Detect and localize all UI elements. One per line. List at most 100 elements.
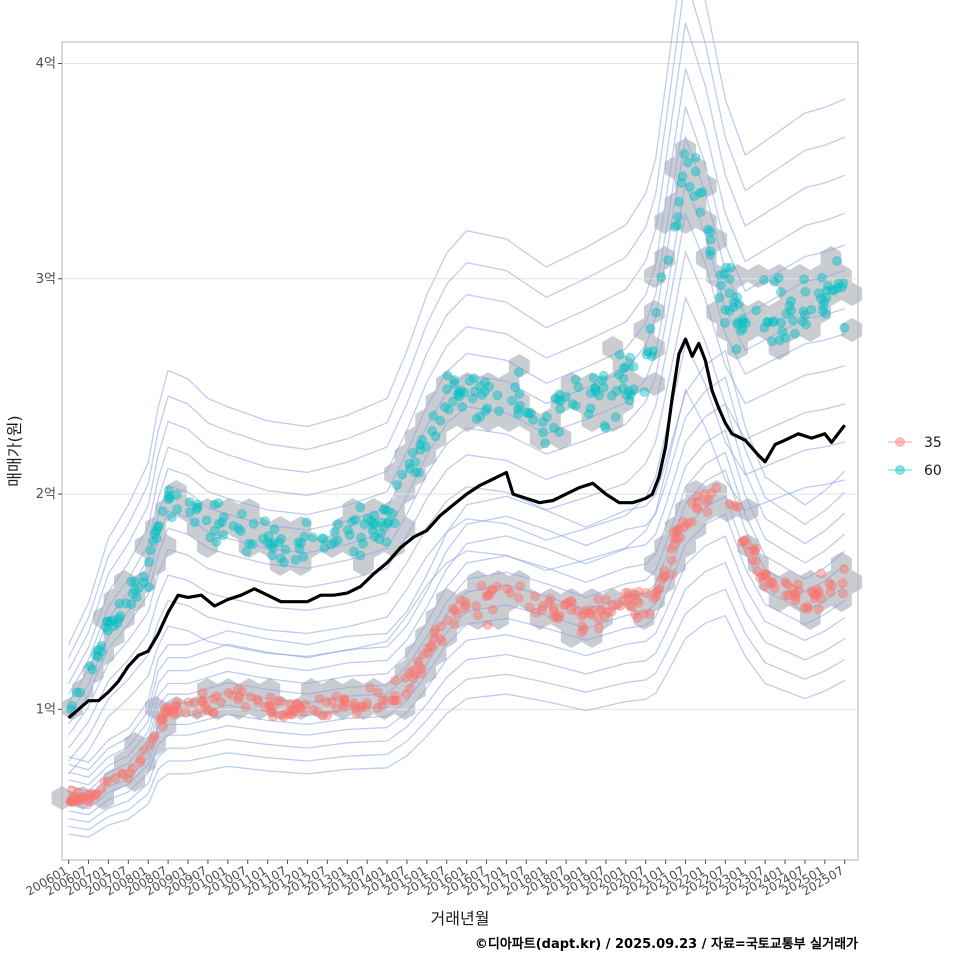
point-series-35: [669, 533, 680, 543]
point-series-60: [679, 149, 690, 159]
hexbin-cell: [737, 498, 759, 522]
hexbin-cell: [841, 282, 863, 306]
point-series-35: [416, 668, 426, 679]
point-series-35: [606, 606, 617, 617]
hexbin-cell: [747, 264, 769, 288]
hexbin-cell: [353, 696, 374, 720]
point-series-35: [67, 793, 78, 804]
point-series-60: [151, 525, 162, 536]
point-series-35: [83, 790, 94, 801]
y-axis: 1억 2억 3억 4억: [36, 57, 62, 717]
hexbin-cell: [124, 768, 146, 792]
point-series-35: [86, 788, 97, 799]
point-series-60: [128, 588, 138, 599]
point-series-60: [590, 386, 601, 397]
point-series-60: [823, 280, 834, 291]
point-series-60: [800, 286, 811, 297]
point-series-35: [96, 784, 107, 795]
point-series-35: [449, 618, 460, 629]
point-series-60: [514, 400, 525, 411]
point-series-35: [769, 583, 780, 594]
point-series-60: [781, 308, 792, 319]
point-series-35: [227, 690, 238, 701]
point-series-35: [273, 695, 284, 706]
point-series-35: [739, 535, 750, 546]
point-series-60: [213, 498, 224, 509]
point-series-60: [329, 537, 340, 548]
point-series-60: [475, 411, 486, 422]
point-series-35: [418, 650, 429, 661]
point-series-35: [782, 579, 793, 589]
point-series-35: [127, 763, 138, 774]
hexbin-cell: [799, 570, 821, 594]
point-series-35: [148, 733, 159, 744]
point-series-60: [143, 582, 154, 593]
point-series-35: [545, 593, 556, 604]
point-series-35: [767, 577, 777, 588]
point-series-35: [450, 605, 461, 616]
point-series-60: [157, 506, 168, 517]
density-contour: [68, 469, 846, 797]
point-series-35: [91, 789, 102, 800]
point-series-35: [648, 593, 659, 604]
legend-label-60: 60: [924, 463, 942, 479]
point-series-35: [208, 707, 219, 718]
point-series-35: [809, 593, 820, 604]
point-series-35: [83, 797, 94, 807]
point-series-60: [241, 546, 252, 557]
point-series-60: [821, 292, 832, 303]
point-series-60: [165, 493, 176, 503]
point-series-60: [415, 444, 426, 455]
point-series-60: [642, 346, 653, 357]
point-series-60: [464, 375, 475, 386]
point-series-35: [792, 579, 803, 590]
point-series-60: [163, 494, 174, 505]
point-series-60: [213, 518, 224, 529]
point-series-60: [561, 391, 571, 402]
point-series-35: [602, 607, 613, 618]
hexbin-cell: [810, 300, 831, 324]
hexbin-cell: [508, 390, 530, 414]
point-series-35: [197, 688, 208, 698]
point-series-35: [125, 767, 135, 778]
point-series-35: [234, 691, 245, 702]
point-series-60: [201, 515, 212, 526]
point-series-60: [777, 326, 788, 337]
point-series-60: [728, 302, 739, 313]
point-series-60: [494, 406, 504, 417]
density-contour: [68, 451, 846, 792]
point-series-35: [793, 585, 804, 596]
hexbin-cell: [581, 372, 603, 396]
point-series-35: [702, 507, 713, 517]
point-series-60: [362, 513, 373, 524]
point-series-35: [65, 796, 76, 807]
hexbin-cell: [363, 678, 385, 702]
point-series-60: [459, 387, 470, 398]
point-series-60: [108, 615, 119, 626]
point-series-60: [85, 661, 96, 671]
point-series-35: [356, 701, 367, 712]
point-series-35: [289, 704, 300, 715]
point-series-35: [165, 706, 176, 717]
point-series-35: [65, 796, 76, 807]
hexbin-cell: [789, 300, 811, 324]
point-series-35: [348, 701, 359, 712]
point-series-35: [505, 587, 516, 598]
point-series-35: [671, 527, 682, 538]
point-series-35: [349, 698, 359, 709]
hexbin-cell: [477, 588, 499, 612]
point-series-35: [389, 695, 399, 706]
point-series-60: [837, 282, 848, 293]
point-series-60: [96, 646, 107, 657]
point-series-35: [626, 601, 637, 612]
point-series-60: [714, 292, 725, 303]
point-series-60: [469, 373, 480, 384]
point-series-60: [383, 506, 393, 516]
point-series-60: [248, 518, 259, 529]
density-contour: [68, 295, 845, 749]
point-series-60: [590, 382, 601, 393]
point-series-35: [237, 686, 247, 697]
point-series-60: [407, 447, 418, 458]
point-series-35: [790, 589, 801, 600]
point-series-35: [156, 714, 167, 724]
